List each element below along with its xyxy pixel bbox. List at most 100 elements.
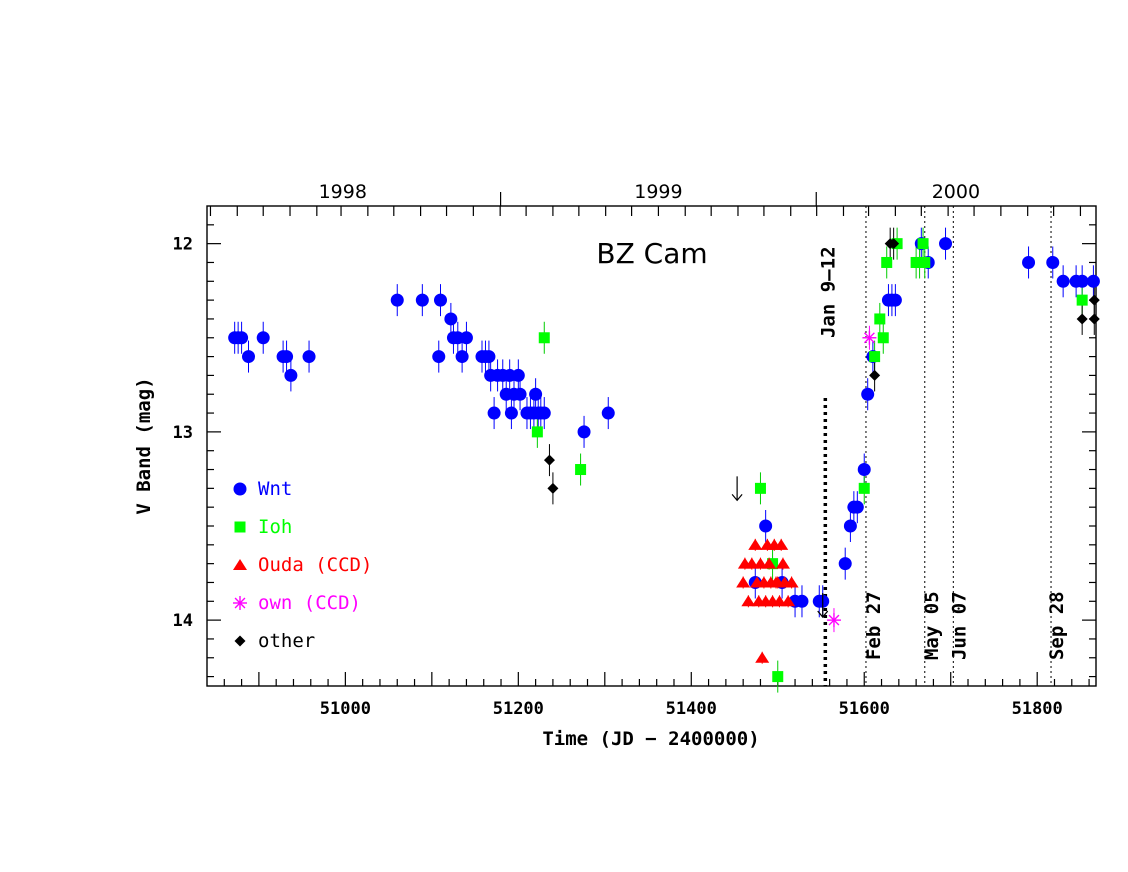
x-tick-label: 51000 [320, 699, 371, 719]
ouda-point [762, 557, 777, 569]
other-point [543, 454, 555, 466]
ouda-point [748, 538, 763, 550]
wnt-point [390, 293, 404, 307]
plot-frame [206, 205, 1097, 687]
legend-marker-wnt [233, 482, 247, 496]
wnt-point [511, 368, 525, 382]
wnt-point [256, 331, 270, 345]
ioh-point [575, 464, 587, 476]
wnt-point [482, 350, 496, 364]
wnt-point [888, 293, 902, 307]
other-point [1088, 313, 1100, 325]
x-tick-label: 51600 [839, 699, 890, 719]
wnt-point [1056, 274, 1070, 288]
ouda-point [755, 651, 770, 663]
wnt-point [280, 350, 294, 364]
wnt-point [513, 387, 527, 401]
y-tick-label: 13 [173, 423, 193, 443]
wnt-point [850, 500, 864, 514]
reference-lines [823, 206, 1052, 686]
wnt-point [487, 406, 501, 420]
wnt-point [284, 368, 298, 382]
feb-label: Feb 27 [863, 591, 885, 660]
asterisk-stroke [863, 332, 875, 344]
x-tick-label: 51200 [493, 699, 544, 719]
ouda-point [741, 595, 756, 607]
wnt-point [939, 237, 953, 251]
wnt-point [455, 350, 469, 364]
ioh-point [917, 238, 929, 250]
wnt-point [857, 463, 871, 477]
asterisk-stroke [828, 614, 840, 626]
legend: Wnt Ioh Ouda (CCD) own (CCD) other [233, 478, 372, 652]
wnt-point [302, 350, 316, 364]
y-axis-label: V Band (mag) [133, 377, 155, 514]
ouda-point [774, 538, 789, 550]
upper-limit-arrowhead [817, 610, 829, 618]
wnt-point [861, 387, 875, 401]
top-year-axis: 1998 1999 2000 [209, 181, 1082, 216]
top-year-label: 2000 [932, 181, 980, 203]
wnt-point [1075, 274, 1089, 288]
ioh-point [1076, 294, 1088, 306]
ioh-point [919, 256, 931, 268]
legend-marker-other [234, 635, 246, 647]
legend-label-other: other [258, 630, 315, 652]
date-annotations: Jan 9–12 Feb 27 May 05 Jun 07 Sep 28 [817, 246, 1068, 660]
x-tick-label: 51800 [1012, 699, 1063, 719]
legend-label-ouda: Ouda (CCD) [258, 554, 372, 576]
wnt-point [577, 425, 591, 439]
other-point [1076, 313, 1088, 325]
wnt-point [1046, 255, 1060, 269]
ioh-point [858, 482, 870, 494]
wnt-point [1086, 274, 1100, 288]
ioh-point [538, 332, 550, 344]
data-points [228, 237, 1100, 683]
wnt-point [1022, 255, 1036, 269]
wnt-point [235, 331, 249, 345]
legend-marker-own [233, 596, 247, 610]
wnt-point [838, 557, 852, 571]
wnt-point [432, 350, 446, 364]
wnt-point [601, 406, 615, 420]
wnt-point [795, 594, 809, 608]
ouda-point [736, 576, 751, 588]
wnt-point [537, 406, 551, 420]
legend-label-own: own (CCD) [258, 592, 361, 614]
plot-border [206, 205, 1097, 687]
ioh-point [881, 256, 893, 268]
own-point [862, 330, 877, 345]
wnt-point [504, 406, 518, 420]
legend-marker-ioh [234, 521, 246, 533]
wnt-point [415, 293, 429, 307]
top-year-label: 1998 [319, 181, 367, 203]
other-point [869, 369, 881, 381]
upper-limit-arrows [731, 476, 829, 618]
jan-label: Jan 9–12 [817, 246, 839, 338]
y-axis: 12 13 14 [173, 224, 1096, 678]
legend-marker-ouda [233, 559, 247, 570]
ioh-point [531, 426, 543, 438]
wnt-point [459, 331, 473, 345]
wnt-point [433, 293, 447, 307]
ouda-point [781, 595, 796, 607]
other-point [547, 482, 559, 494]
ioh-point [869, 351, 881, 363]
ouda-point [775, 557, 790, 569]
upper-limit-arrowhead [731, 493, 743, 502]
x-axis: 51000 51200 51400 51600 51800 [223, 672, 1090, 719]
legend-label-wnt: Wnt [258, 478, 292, 500]
ioh-point [877, 332, 889, 344]
own-point [826, 613, 841, 628]
may-label: May 05 [921, 591, 943, 660]
other-point [1088, 294, 1100, 306]
ioh-point [772, 671, 784, 683]
asterisk-stroke [234, 597, 246, 609]
ouda-point [784, 576, 799, 588]
wnt-point [529, 387, 543, 401]
x-tick-label: 51400 [666, 699, 717, 719]
sep-label: Sep 28 [1046, 591, 1068, 660]
wnt-point [242, 350, 256, 364]
x-axis-label: Time (JD − 2400000) [542, 728, 759, 750]
